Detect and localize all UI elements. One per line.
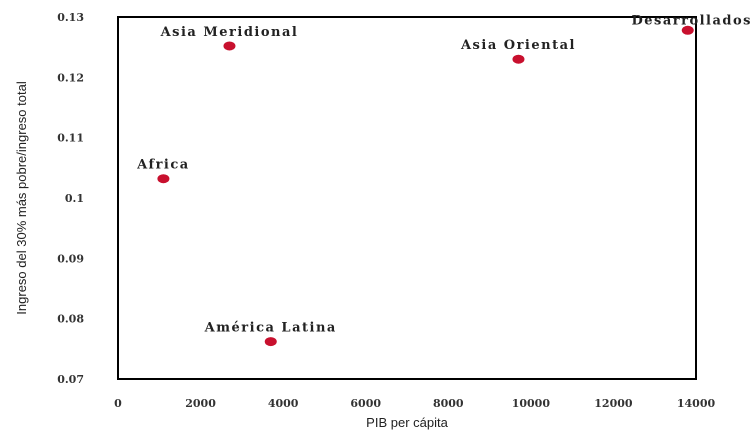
y-tick-label: 0.09 — [57, 252, 84, 265]
data-point-label: América Latina — [204, 321, 337, 336]
data-point — [681, 25, 694, 35]
y-axis-label: Ingreso del 30% más pobre/ingreso total — [14, 81, 29, 315]
data-point-label: Desarrollados — [631, 13, 752, 28]
x-tick-label: 0 — [114, 397, 122, 410]
y-axis-ticks: 0.07 0.08 0.09 0.1 0.11 0.12 0.13 — [57, 11, 84, 386]
x-tick-label: 2000 — [185, 397, 216, 410]
x-tick-label: 8000 — [433, 397, 464, 410]
data-point — [223, 41, 236, 51]
data-point — [157, 174, 170, 184]
x-axis-label: PIB per cápita — [366, 415, 448, 430]
y-tick-label: 0.1 — [65, 192, 84, 205]
x-tick-label: 12000 — [594, 397, 633, 410]
y-tick-label: 0.07 — [57, 373, 84, 386]
data-points: Asia Meridional Asia Oriental Desarrollado… — [136, 13, 752, 347]
y-tick-label: 0.11 — [57, 132, 84, 145]
data-point — [264, 337, 277, 347]
data-point — [512, 54, 525, 64]
y-tick-label: 0.12 — [57, 71, 84, 84]
data-point-label: Asia Oriental — [460, 38, 576, 53]
data-point-label: Asia Meridional — [160, 25, 299, 40]
x-tick-label: 6000 — [350, 397, 381, 410]
x-tick-label: 10000 — [512, 397, 551, 410]
x-tick-label: 14000 — [677, 397, 716, 410]
y-tick-label: 0.08 — [57, 313, 84, 326]
plot-frame — [117, 16, 697, 380]
data-point-label: Africa — [136, 158, 190, 173]
y-tick-label: 0.13 — [57, 11, 84, 24]
x-tick-label: 4000 — [268, 397, 299, 410]
x-axis-ticks: 0 2000 4000 6000 8000 10000 12000 14000 — [114, 397, 715, 410]
